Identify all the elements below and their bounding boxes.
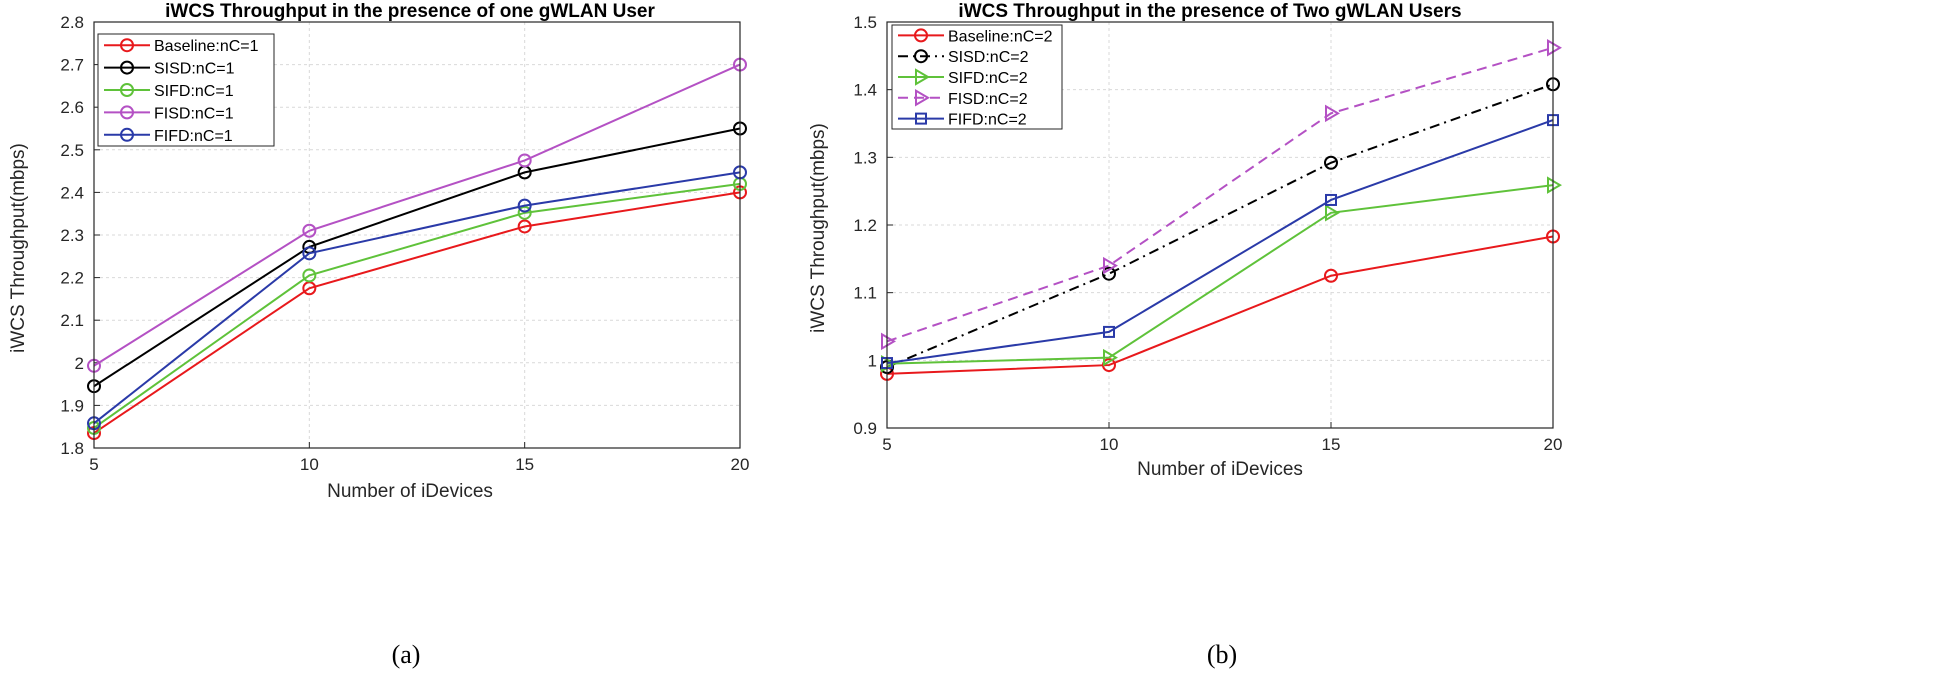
- chart-b-xlabel: Number of iDevices: [1137, 459, 1303, 480]
- chart-a: iWCS Throughput in the presence of one g…: [8, 1, 749, 669]
- chart-a-xtick-label: 20: [731, 455, 750, 474]
- chart-b-data-point: [1547, 176, 1562, 194]
- chart-a-series-line: [93, 171, 741, 425]
- chart-b-data-point: [1103, 348, 1118, 367]
- chart-b-data-point: [881, 332, 896, 351]
- chart-b-series-line: [886, 46, 1554, 343]
- chart-a-caption: (a): [392, 640, 421, 669]
- chart-a-data-point: [302, 246, 317, 261]
- chart-a-xtick-label: 10: [300, 455, 319, 474]
- chart-a-ytick-label: 1.9: [60, 396, 84, 415]
- chart-b-xtick-label: 5: [882, 435, 891, 454]
- chart-a-ytick-label: 2.5: [60, 141, 84, 160]
- chart-b-legend-marker: [914, 49, 928, 64]
- chart-a-legend-marker: [120, 127, 134, 142]
- chart-b-data-point: [1325, 204, 1340, 222]
- chart-b-axes-frame: [886, 21, 1554, 429]
- chart-a-data-point: [302, 223, 317, 238]
- chart-a-legend-label: FISD:nC=1: [154, 105, 234, 122]
- chart-a-legend-marker: [120, 105, 134, 120]
- chart-b-data-point: [1324, 155, 1338, 170]
- chart-b-xtick-label: 10: [1100, 435, 1119, 454]
- chart-b-legend-label: FIFD:nC=2: [948, 112, 1027, 129]
- chart-b-caption: (b): [1207, 640, 1237, 669]
- chart-b-series-line: [886, 235, 1554, 375]
- chart-a-legend-marker: [120, 60, 134, 75]
- chart-a-ytick-label: 2.1: [60, 311, 84, 330]
- chart-a-legend-label: SISD:nC=1: [154, 61, 235, 78]
- chart-a-ytick-label: 2.2: [60, 269, 84, 288]
- chart-b-legend: Baseline:nC=2 SISD:nC=2 SIFD:nC=2 FISD:nC=2…: [891, 24, 1063, 130]
- chart-b-title: iWCS Throughput in the presence of Two g…: [958, 1, 1461, 22]
- chart-a-xlabel: Number of iDevices: [327, 481, 493, 502]
- chart-a-legend-label: SIFD:nC=1: [154, 83, 234, 100]
- chart-b-data-point: [1325, 104, 1340, 123]
- chart-b-data-point: [1547, 38, 1562, 57]
- chart-b-ytick-label: 1.5: [853, 13, 877, 32]
- chart-a-title: iWCS Throughput in the presence of one g…: [165, 1, 655, 22]
- chart-a-data-point: [517, 198, 532, 213]
- chart-b-ytick-label: 1.3: [853, 148, 877, 167]
- chart-b-data-point: [1103, 256, 1118, 275]
- chart-b-data-point: [1324, 268, 1338, 283]
- chart-b-legend-label: SISD:nC=2: [948, 49, 1029, 66]
- chart-b-xtick-label: 20: [1544, 435, 1563, 454]
- chart-b-ytick-label: 1.1: [853, 284, 877, 303]
- chart-b-ytick-label: 1: [868, 351, 877, 370]
- chart-b-series-line: [886, 184, 1554, 365]
- chart-a-series-line: [93, 182, 741, 429]
- chart-a-ytick-label: 2.4: [60, 183, 84, 202]
- chart-a-series-line: [93, 191, 741, 434]
- chart-a-series-line: [93, 63, 741, 367]
- chart-a-data-point: [517, 205, 532, 220]
- chart-a-ytick-label: 2.6: [60, 98, 84, 117]
- chart-b-series-3: [881, 176, 1562, 373]
- chart-b-ylabel: iWCS Throughput(mbps): [808, 123, 829, 333]
- chart-a-ytick-label: 2.7: [60, 56, 84, 75]
- chart-a-data-point: [302, 268, 317, 283]
- chart-b-legend-marker: [914, 28, 928, 43]
- chart-a-xtick-label: 5: [89, 455, 98, 474]
- chart-b-data-point: [1325, 193, 1337, 206]
- chart-b-legend-marker: [915, 89, 930, 107]
- chart-a-ytick-label: 2.3: [60, 226, 84, 245]
- chart-a-legend-marker: [120, 83, 134, 97]
- chart-b-ytick-label: 1.4: [853, 81, 877, 100]
- chart-b: iWCS Throughput in the presence of Two g…: [808, 1, 1562, 669]
- chart-a-series-line: [93, 127, 741, 388]
- chart-a-legend-marker: [120, 38, 134, 53]
- chart-a-axes-frame: [93, 21, 741, 449]
- chart-b-legend-marker: [915, 112, 927, 125]
- chart-b-legend-label: FISD:nC=2: [948, 91, 1028, 108]
- chart-b-ytick-label: 0.9: [853, 419, 877, 438]
- chart-a-series-5: [87, 165, 747, 431]
- chart-b-xtick-label: 15: [1322, 435, 1341, 454]
- chart-b-series-line: [886, 119, 1554, 365]
- chart-a-ytick-label: 2: [75, 354, 84, 373]
- chart-a-ylabel: iWCS Throughput(mbps): [8, 143, 29, 353]
- chart-a-ytick-label: 1.8: [60, 439, 84, 458]
- chart-b-legend-label: SIFD:nC=2: [948, 70, 1028, 87]
- chart-a-data-point: [517, 153, 532, 168]
- chart-b-legend-label: Baseline:nC=2: [948, 28, 1053, 45]
- chart-a-ytick-label: 2.8: [60, 13, 84, 32]
- chart-b-ytick-label: 1.2: [853, 216, 877, 235]
- chart-a-legend-label: Baseline:nC=1: [154, 38, 259, 55]
- chart-a-legend: Baseline:nC=1 SISD:nC=1 SIFD:nC=1 FISD:nC=1…: [97, 33, 275, 147]
- chart-b-legend-marker: [915, 68, 930, 86]
- chart-a-legend-label: FIFD:nC=1: [154, 128, 233, 145]
- chart-b-series-4: [881, 38, 1562, 351]
- chart-a-data-point: [517, 219, 532, 234]
- chart-b-data-point: [1103, 325, 1115, 338]
- chart-a-xtick-label: 15: [515, 455, 534, 474]
